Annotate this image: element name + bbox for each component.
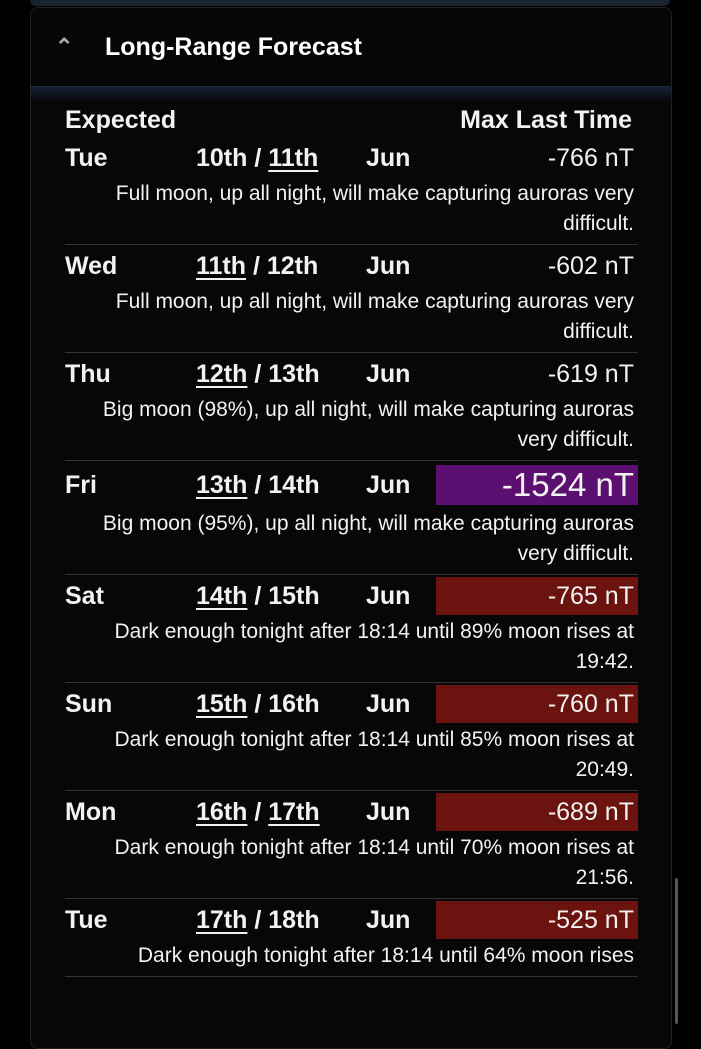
forecast-row: Sun 15th / 16th Jun -760 nT Dark enough … [65,683,638,791]
month-label: Jun [366,470,411,499]
forecast-row: Fri 13th / 14th Jun -1524 nT Big moon (9… [65,461,638,575]
moon-note: Big moon (95%), up all night, will make … [102,512,634,565]
date-separator: / [247,359,269,388]
date-end: 14th [268,470,320,499]
max-last-time-header: Max Last Time [460,105,632,134]
forecast-row: Sat 14th / 15th Jun -765 nT Dark enough … [65,575,638,683]
forecast-row: Tue 17th / 18th Jun -525 nT Dark enough … [65,899,638,977]
moon-note: Full moon, up all night, will make captu… [115,182,634,235]
date-separator: / [247,581,269,610]
month-label: Jun [366,251,411,280]
night-dates: 16th / 17th [196,798,366,827]
moon-note: Dark enough tonight after 18:14 until 64… [137,944,634,967]
date-start: 16th [196,797,248,826]
date-separator: / [247,797,269,826]
max-nt-value: -689 nT [436,793,638,831]
forecast-row: Mon 16th / 17th Jun -689 nT Dark enough … [65,791,638,899]
forecast-row: Wed 11th / 12th Jun -602 nT Full moon, u… [65,245,638,353]
moon-note: Dark enough tonight after 18:14 until 70… [114,836,634,889]
date-start: 15th [196,689,248,718]
date-separator: / [247,905,269,934]
night-dates: 15th / 16th [196,690,366,719]
month-label: Jun [366,905,411,934]
long-range-forecast-panel: ⌃ Long-Range Forecast Expected Max Last … [30,7,672,1049]
max-nt-value: -765 nT [436,577,638,615]
date-start: 17th [196,905,248,934]
max-nt-value: -525 nT [436,901,638,939]
night-dates: 13th / 14th [196,471,366,500]
month-label: Jun [366,143,411,172]
day-label: Mon [65,797,117,826]
day-label: Tue [65,905,108,934]
panel-title: Long-Range Forecast [105,32,362,61]
date-end: 15th [268,581,320,610]
forecast-row: Tue 10th / 11th Jun -766 nT Full moon, u… [65,137,638,245]
date-end: 13th [268,359,320,388]
date-end: 18th [268,905,320,934]
month-label: Jun [366,359,411,388]
forecast-row: Thu 12th / 13th Jun -619 nT Big moon (98… [65,353,638,461]
max-nt-value: -1524 nT [436,465,638,505]
day-label: Tue [65,143,108,172]
month-label: Jun [366,689,411,718]
chevron-up-icon[interactable]: ⌃ [55,34,74,59]
date-start: 12th [196,359,248,388]
moon-note: Big moon (98%), up all night, will make … [102,398,634,451]
max-nt-value: -766 nT [547,144,634,172]
header-shadow [31,87,671,101]
day-label: Wed [65,251,118,280]
date-end: 12th [266,251,319,280]
date-separator: / [247,470,269,499]
date-start: 11th [196,251,247,280]
day-label: Fri [65,470,97,499]
day-label: Sat [65,581,104,610]
max-nt-value: -619 nT [547,360,634,388]
moon-note: Dark enough tonight after 18:14 until 89… [114,620,634,673]
day-label: Thu [65,359,111,388]
night-dates: 10th / 11th [196,144,366,173]
scrollbar[interactable] [675,878,678,1024]
date-end: 17th [268,797,320,826]
night-dates: 17th / 18th [196,906,366,935]
max-nt-value: -760 nT [436,685,638,723]
moon-note: Dark enough tonight after 18:14 until 85… [114,728,634,781]
date-start: 13th [196,470,248,499]
night-dates: 11th / 12th [196,252,366,281]
date-end: 11th [268,143,319,172]
day-label: Sun [65,689,113,718]
night-dates: 12th / 13th [196,360,366,389]
previous-panel-edge [30,0,670,6]
month-label: Jun [366,797,411,826]
night-dates: 14th / 15th [196,582,366,611]
max-nt-value: -602 nT [547,252,634,280]
date-start: 14th [196,581,248,610]
date-end: 16th [268,689,320,718]
moon-note: Full moon, up all night, will make captu… [115,290,634,343]
date-separator: / [246,251,267,280]
column-headers: Expected Max Last Time [65,103,638,137]
expected-header: Expected [65,105,177,134]
date-separator: / [247,143,269,172]
date-start: 10th [196,143,248,172]
panel-header[interactable]: ⌃ Long-Range Forecast [31,8,671,87]
month-label: Jun [366,581,411,610]
date-separator: / [247,689,269,718]
